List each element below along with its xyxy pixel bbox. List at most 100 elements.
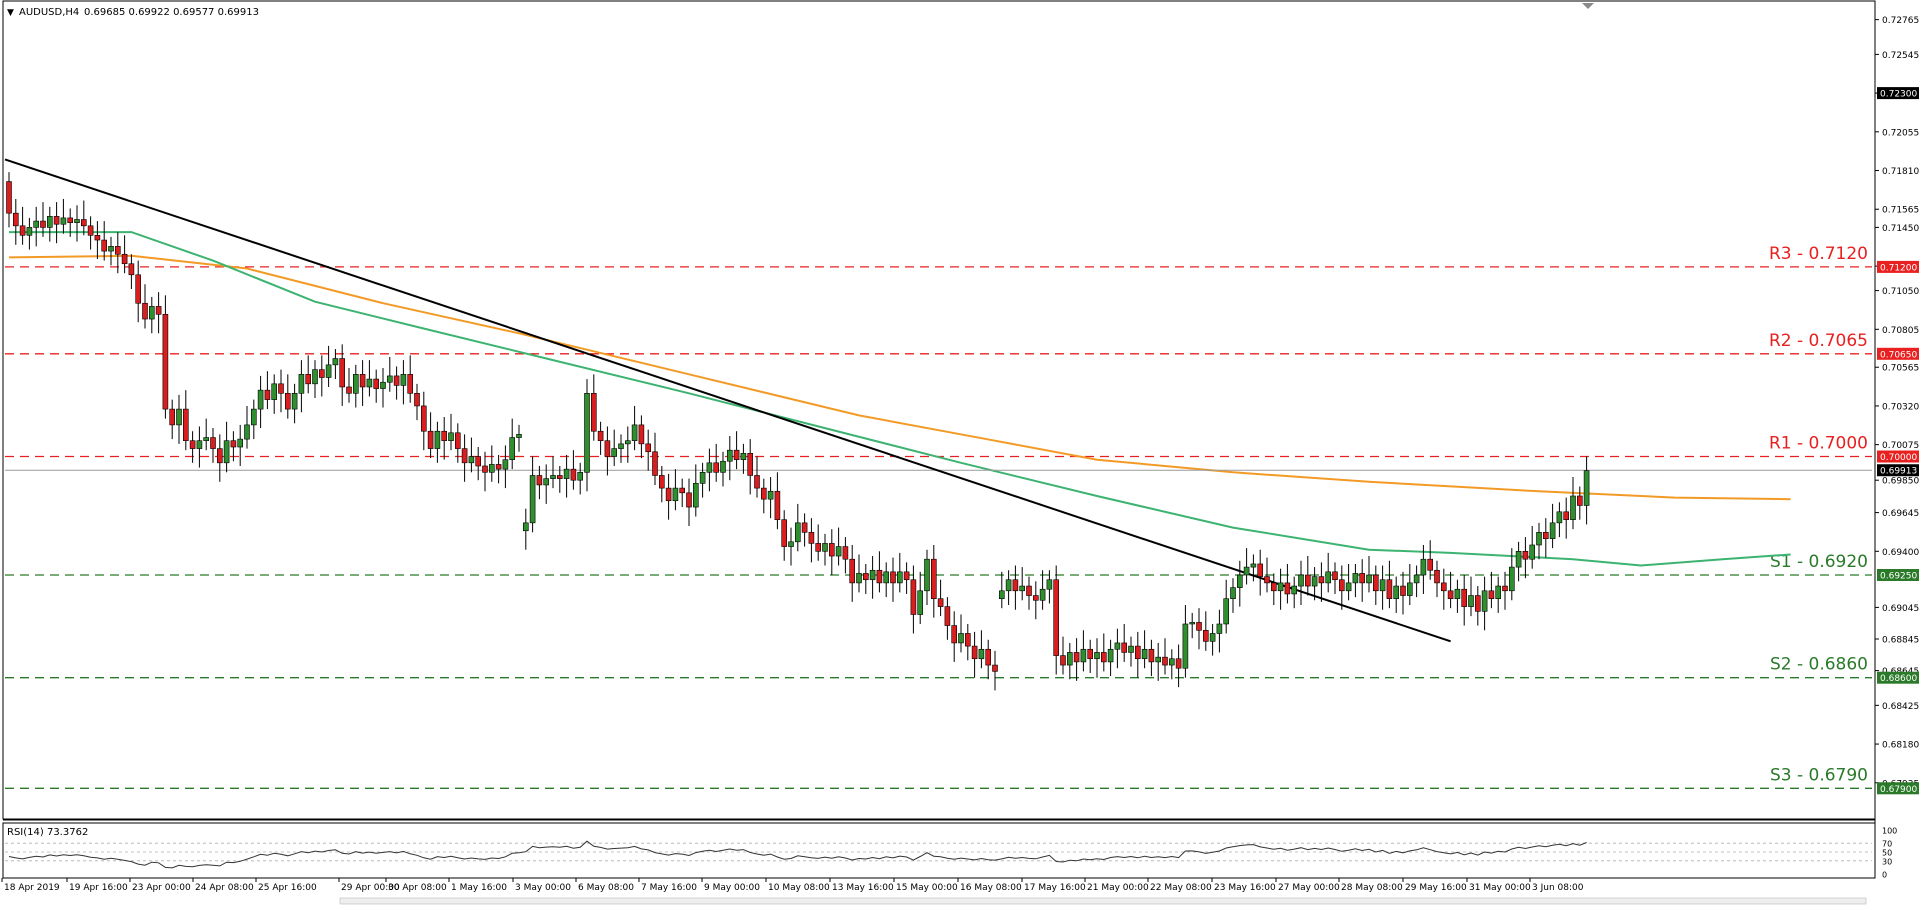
- candle[interactable]: [1461, 575, 1467, 626]
- candle[interactable]: [1427, 540, 1433, 580]
- candle[interactable]: [386, 356, 393, 392]
- candle[interactable]: [108, 236, 114, 266]
- candle[interactable]: [325, 345, 332, 387]
- candle[interactable]: [271, 374, 278, 414]
- candle[interactable]: [1373, 565, 1379, 606]
- candle[interactable]: [611, 429, 618, 466]
- candle[interactable]: [958, 614, 964, 653]
- candle[interactable]: [828, 529, 835, 575]
- candle[interactable]: [407, 355, 414, 403]
- candle[interactable]: [128, 254, 135, 290]
- candle[interactable]: [1400, 571, 1406, 615]
- candle[interactable]: [665, 473, 672, 520]
- candle[interactable]: [81, 200, 87, 236]
- candle[interactable]: [33, 206, 40, 247]
- candle[interactable]: [1468, 576, 1474, 617]
- candle[interactable]: [1175, 644, 1182, 688]
- candle[interactable]: [1407, 563, 1413, 606]
- candle[interactable]: [1012, 565, 1019, 610]
- candle[interactable]: [40, 202, 46, 237]
- candle[interactable]: [149, 296, 155, 334]
- candle[interactable]: [1257, 549, 1263, 596]
- candle[interactable]: [162, 295, 169, 419]
- candle[interactable]: [257, 375, 264, 429]
- candle[interactable]: [1046, 570, 1053, 604]
- candle[interactable]: [1162, 638, 1168, 675]
- candle[interactable]: [978, 630, 985, 669]
- candle[interactable]: [1080, 630, 1087, 672]
- candle[interactable]: [6, 172, 12, 228]
- candle[interactable]: [1203, 611, 1209, 651]
- candle[interactable]: [883, 562, 890, 598]
- candle[interactable]: [291, 383, 298, 424]
- candle[interactable]: [339, 344, 346, 406]
- candle[interactable]: [475, 447, 482, 481]
- candle[interactable]: [590, 374, 597, 441]
- candle[interactable]: [1434, 560, 1440, 598]
- candle[interactable]: [278, 369, 284, 413]
- candle[interactable]: [1420, 544, 1427, 594]
- candle[interactable]: [760, 478, 767, 514]
- candle[interactable]: [726, 435, 733, 481]
- candle[interactable]: [971, 631, 978, 678]
- candle[interactable]: [1114, 628, 1121, 669]
- candle[interactable]: [1502, 571, 1508, 610]
- candle[interactable]: [1366, 556, 1372, 593]
- candle[interactable]: [60, 198, 67, 234]
- candle[interactable]: [876, 551, 883, 593]
- candle[interactable]: [101, 221, 107, 261]
- candle[interactable]: [366, 360, 373, 397]
- candle[interactable]: [516, 424, 522, 452]
- candle[interactable]: [930, 544, 937, 618]
- candle[interactable]: [522, 508, 529, 550]
- candle[interactable]: [686, 478, 692, 527]
- candle[interactable]: [679, 478, 686, 508]
- candle[interactable]: [210, 428, 216, 463]
- candle[interactable]: [1481, 576, 1488, 631]
- candle[interactable]: [400, 360, 407, 405]
- candle[interactable]: [74, 205, 80, 242]
- candle[interactable]: [842, 537, 849, 574]
- candle[interactable]: [359, 360, 366, 406]
- candle[interactable]: [217, 434, 223, 482]
- candle[interactable]: [468, 437, 475, 473]
- candle[interactable]: [1284, 563, 1291, 604]
- candle[interactable]: [203, 418, 209, 451]
- candle[interactable]: [454, 423, 461, 463]
- horizontal-scrollbar[interactable]: [339, 897, 1867, 905]
- candle[interactable]: [230, 431, 237, 462]
- candle[interactable]: [427, 412, 434, 459]
- candle[interactable]: [251, 399, 257, 440]
- candle[interactable]: [1148, 639, 1155, 677]
- candle[interactable]: [13, 198, 19, 245]
- candle[interactable]: [1209, 623, 1216, 656]
- candle[interactable]: [1454, 579, 1461, 613]
- candle[interactable]: [706, 448, 713, 492]
- candle[interactable]: [624, 426, 631, 463]
- candle[interactable]: [584, 379, 590, 492]
- candle[interactable]: [1107, 639, 1114, 677]
- candle[interactable]: [1121, 623, 1127, 662]
- candle[interactable]: [808, 518, 815, 563]
- candle[interactable]: [1005, 570, 1012, 606]
- candle[interactable]: [1067, 642, 1073, 680]
- candle[interactable]: [1305, 556, 1311, 596]
- candle[interactable]: [1189, 612, 1195, 639]
- candle[interactable]: [652, 432, 658, 485]
- candle[interactable]: [135, 260, 141, 323]
- candle[interactable]: [951, 611, 958, 662]
- candle[interactable]: [1026, 576, 1032, 610]
- candle[interactable]: [284, 374, 291, 419]
- candle[interactable]: [862, 563, 869, 594]
- candle[interactable]: [189, 431, 196, 463]
- candle[interactable]: [352, 364, 359, 408]
- candle[interactable]: [176, 394, 182, 444]
- candle[interactable]: [556, 465, 563, 493]
- candle[interactable]: [1230, 578, 1236, 613]
- candle[interactable]: [1352, 563, 1359, 598]
- candle[interactable]: [896, 552, 903, 593]
- candle[interactable]: [815, 524, 822, 561]
- candle[interactable]: [1135, 631, 1141, 678]
- candle[interactable]: [1128, 636, 1134, 667]
- candle[interactable]: [849, 544, 856, 602]
